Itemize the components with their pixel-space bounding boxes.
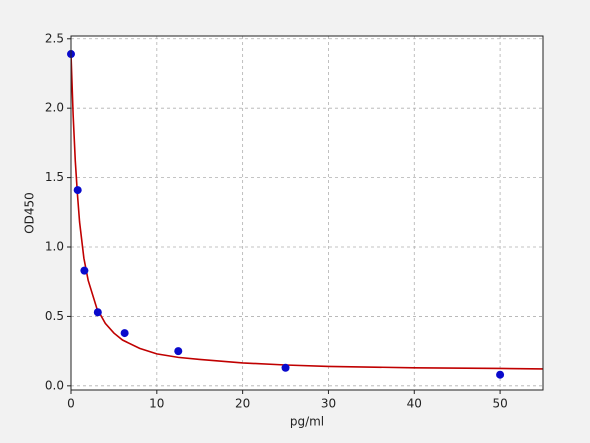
y-tick-label: 1.0 (45, 240, 64, 254)
y-tick-label: 0.0 (45, 378, 64, 392)
data-point (496, 370, 505, 379)
y-tick-label: 0.5 (45, 309, 64, 323)
data-point (281, 363, 290, 372)
y-tick-label: 1.5 (45, 170, 64, 184)
fit-curve (71, 54, 543, 370)
data-point (80, 266, 89, 275)
data-point (93, 308, 102, 317)
data-point (120, 329, 129, 338)
x-tick-label: 30 (321, 397, 336, 411)
x-axis-label: pg/ml (290, 415, 324, 429)
data-point (174, 347, 183, 356)
y-axis-label: OD450 (23, 192, 37, 234)
plot-frame (70, 35, 544, 391)
data-point (73, 186, 82, 195)
plot-area (71, 36, 543, 390)
x-tick-label: 40 (407, 397, 422, 411)
x-tick-label: 50 (492, 397, 507, 411)
y-tick-label: 2.0 (45, 101, 64, 115)
y-tick-label: 2.5 (45, 31, 64, 45)
x-tick-label: 20 (235, 397, 250, 411)
x-tick-label: 10 (149, 397, 164, 411)
x-tick-label: 0 (67, 397, 75, 411)
